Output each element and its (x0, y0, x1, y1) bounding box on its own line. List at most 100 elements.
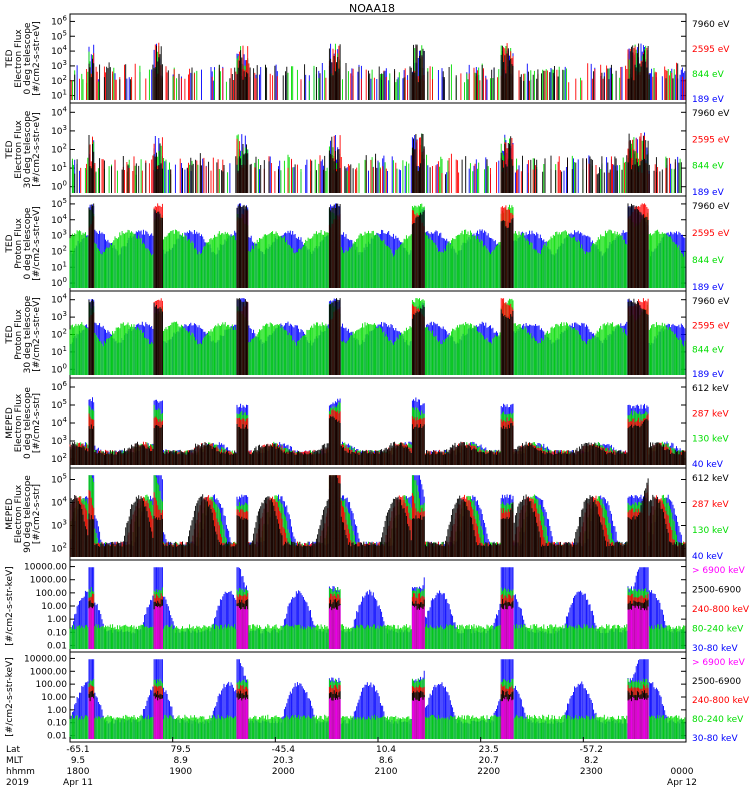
legend-entry: 189 eV (692, 370, 725, 380)
series-trace (74, 43, 679, 100)
legend-entry: 2500-6900 (692, 677, 741, 687)
y-tick-label: 10000.00 (24, 654, 67, 664)
legend-entry: 2595 eV (692, 229, 730, 239)
x-axis-labels: Lat -65.1 79.5 -45.4 10.4 23.5 -57.2 MLT 9.5 8.9 2… (6, 737, 697, 788)
series-trace (69, 298, 686, 375)
x-axis-row-label: MLT (6, 756, 24, 766)
y-axis-label: Proton Flux (14, 309, 24, 360)
series-trace (69, 416, 686, 465)
legend-entry: 80-240 keV (692, 715, 744, 725)
y-axis-label: [#/cm2-s-str-keV] (5, 657, 15, 736)
series-trace (69, 133, 682, 193)
x-tick-label: 9.5 (71, 756, 85, 766)
series-trace (69, 678, 686, 739)
y-tick-label: 0.10 (47, 628, 67, 638)
y-tick-label: 103 (51, 124, 67, 137)
y-tick-label: 104 (51, 293, 67, 306)
y-tick-label: 1.00 (47, 615, 67, 625)
x-tick-label: 2100 (375, 767, 398, 777)
series-trace (69, 203, 686, 288)
y-tick-label: 101 (51, 260, 67, 273)
legend-entry: 287 keV (692, 500, 729, 510)
x-tick-label: 8.6 (379, 756, 394, 766)
y-tick-label: 100 (51, 276, 67, 289)
x-tick-label: 10.4 (376, 745, 396, 755)
y-tick-label: 101 (51, 161, 67, 174)
y-tick-label: 104 (51, 44, 67, 57)
y-tick-label: 0.01 (47, 641, 67, 651)
y-tick-label: 103 (51, 59, 67, 72)
legend-entry: 2595 eV (692, 45, 730, 55)
legend-entry: > 6900 keV (692, 658, 746, 668)
x-tick-label: 79.5 (171, 745, 191, 755)
y-axis-label: 0 deg telescope (23, 387, 33, 459)
x-tick-label: Apr 12 (667, 778, 697, 788)
legend-entry: > 6900 keV (692, 566, 746, 576)
y-axis-label: TED (5, 325, 15, 344)
x-tick-label: 2300 (580, 767, 603, 777)
y-tick-label: 101 (51, 345, 67, 358)
legend-entry: 2595 eV (692, 135, 730, 145)
y-axis-label: 90 deg telescope (23, 475, 33, 553)
y-axis-label: [#/cm2-s-str] (32, 484, 42, 544)
x-tick-label: 2000 (272, 767, 295, 777)
x-tick-label: Apr 11 (63, 778, 93, 788)
y-tick-label: 104 (51, 213, 67, 226)
panel-ted-proton-30: 100 101 102 103 104 TED Proton Flux 30 deg tele… (5, 290, 730, 380)
y-tick-label: 104 (51, 105, 67, 118)
y-axis-label: [#/cm2-s-str-eV] (32, 21, 42, 96)
y-tick-label: 102 (51, 542, 67, 555)
y-tick-label: 10.00 (41, 602, 67, 612)
y-axis-label: Electron Flux (14, 484, 24, 543)
x-tick-label: 8.2 (584, 756, 598, 766)
y-tick-label: 105 (51, 29, 67, 42)
y-tick-label: 103 (51, 519, 67, 532)
legend-entry: 189 eV (692, 283, 725, 293)
y-axis-label: Electron Flux (14, 393, 24, 452)
y-tick-label: 103 (51, 434, 67, 447)
panel-meped-electron-90: 102 103 104 105 MEPED Electron Flux 90 deg tel… (5, 467, 729, 562)
y-axis-label: [#/cm2-s-str-eV] (32, 206, 42, 281)
legend-entry: 844 eV (692, 346, 725, 356)
legend-entry: 130 keV (692, 435, 729, 445)
y-axis-label: [#/cm2-s-str-eV] (32, 297, 42, 372)
x-tick-label: 2200 (477, 767, 500, 777)
y-axis-label: Electron Flux (14, 29, 24, 88)
y-tick-label: 100.00 (36, 680, 68, 690)
legend-entry: 189 eV (692, 188, 725, 198)
x-tick-label: 20.3 (273, 756, 293, 766)
y-tick-label: 100 (51, 362, 67, 375)
x-axis-row-label: Lat (6, 745, 21, 755)
y-axis-label: TED (5, 49, 15, 68)
x-tick-label: 1800 (67, 767, 90, 777)
legend-entry: 240-800 keV (692, 605, 750, 615)
y-tick-label: 105 (51, 473, 67, 486)
legend-entry: 189 eV (692, 95, 725, 105)
y-tick-label: 102 (51, 244, 67, 257)
legend-entry: 844 eV (692, 256, 725, 266)
y-tick-label: 100 (51, 180, 67, 193)
y-tick-label: 103 (51, 310, 67, 323)
y-tick-label: 1.00 (47, 706, 67, 716)
panel-ted-proton-0: 100 101 102 103 104 105 TED Proton Flux 0 deg te… (5, 195, 730, 293)
y-tick-label: 105 (51, 398, 67, 411)
y-tick-label: 102 (51, 74, 67, 87)
y-axis-label: MEPED (5, 407, 15, 439)
x-tick-label: 20.7 (479, 756, 499, 766)
y-tick-label: 0.01 (47, 732, 67, 742)
series-trace (88, 605, 649, 649)
y-tick-label: 106 (51, 380, 67, 393)
y-tick-label: 1000.00 (30, 667, 67, 677)
panel-meped-proton-0: 0.01 0.10 1.00 10.00 100.00 1000.00 10000.00 [#… (5, 559, 750, 654)
legend-entry: 30-80 keV (692, 644, 738, 654)
x-tick-label: -45.4 (272, 745, 296, 755)
y-axis-label: [#/cm2-s-str-eV] (32, 112, 42, 187)
y-axis-label: Proton Flux (14, 218, 24, 269)
panel-meped-proton-90: 0.01 0.10 1.00 10.00 100.00 1000.00 10000.00 [#… (5, 651, 750, 744)
y-tick-label: 104 (51, 496, 67, 509)
y-axis-label: TED (5, 140, 15, 159)
x-tick-label: -65.1 (66, 745, 89, 755)
y-axis-label: 30 deg telescope (23, 110, 33, 188)
y-tick-label: 106 (51, 14, 67, 27)
